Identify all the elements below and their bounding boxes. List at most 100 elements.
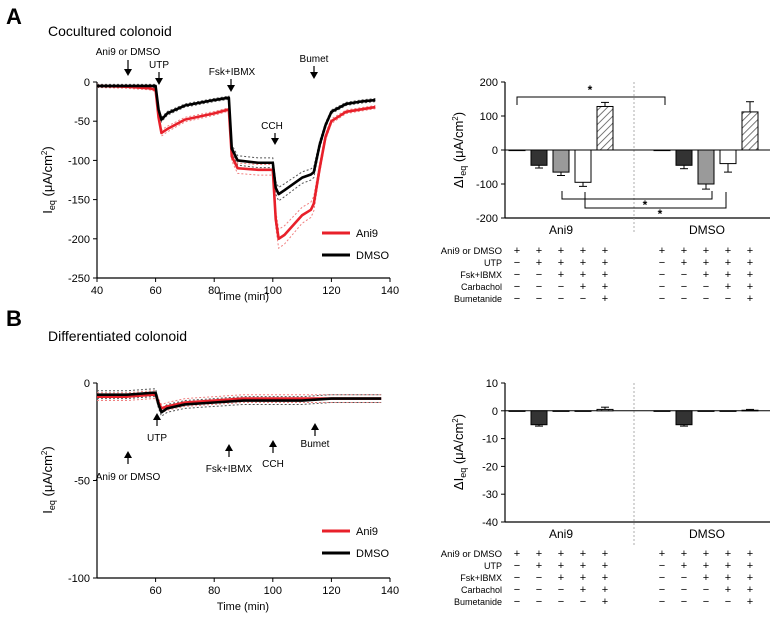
y-tick-label: 0 bbox=[492, 406, 498, 418]
table-cell-sign: + bbox=[514, 245, 520, 257]
bar-ani9-3 bbox=[574, 149, 592, 183]
arrow-up-icon bbox=[153, 413, 161, 420]
x-tick-label: 80 bbox=[208, 585, 220, 597]
series-line-dmso bbox=[97, 391, 382, 414]
bar-dmso-4 bbox=[741, 111, 759, 151]
group-label-ani9: Ani9 bbox=[549, 527, 573, 541]
table-cell-sign: + bbox=[536, 560, 542, 572]
table-cell-sign: + bbox=[703, 245, 709, 257]
arrow-down-icon bbox=[227, 85, 235, 92]
table-cell-sign: − bbox=[536, 584, 542, 596]
table-cell-sign: + bbox=[602, 596, 608, 608]
significance-bracket bbox=[516, 96, 666, 105]
y-tick-label: -150 bbox=[68, 195, 90, 207]
y-tick-label: 0 bbox=[84, 77, 90, 89]
bar-ani9-1 bbox=[530, 410, 548, 426]
legend-label-dmso: DMSO bbox=[356, 548, 389, 560]
table-cell-sign: − bbox=[703, 281, 709, 293]
table-cell-sign: − bbox=[536, 269, 542, 281]
table-cell-sign: + bbox=[659, 548, 665, 560]
table-cell-sign: − bbox=[514, 584, 520, 596]
bar-ani9-3 bbox=[574, 410, 592, 412]
table-row-label: Fsk+IBMX bbox=[460, 270, 502, 280]
table-cell-sign: − bbox=[580, 596, 586, 608]
table-cell-sign: − bbox=[536, 572, 542, 584]
table-cell-sign: + bbox=[747, 245, 753, 257]
table-cell-sign: − bbox=[536, 281, 542, 293]
table-cell-sign: − bbox=[514, 269, 520, 281]
table-cell-sign: − bbox=[536, 596, 542, 608]
table-cell-sign: + bbox=[558, 560, 564, 572]
bar-dmso-2 bbox=[697, 149, 715, 185]
table-cell-sign: − bbox=[725, 293, 731, 305]
y-tick-label: -200 bbox=[476, 213, 498, 225]
bar-ani9-0 bbox=[508, 410, 526, 412]
table-cell-sign: + bbox=[558, 548, 564, 560]
bar-ani9-0 bbox=[508, 149, 526, 152]
table-cell-sign: + bbox=[747, 560, 753, 572]
significance-bracket bbox=[584, 192, 727, 209]
table-cell-sign: − bbox=[514, 257, 520, 269]
table-cell-sign: + bbox=[514, 548, 520, 560]
arrow-up-icon bbox=[124, 451, 132, 458]
y-tick-label: 200 bbox=[480, 77, 498, 89]
table-row-label: UTP bbox=[484, 561, 502, 571]
annotation-utp: UTP bbox=[147, 433, 167, 444]
arrow-up-icon bbox=[311, 423, 319, 430]
x-tick-label: 60 bbox=[149, 285, 161, 297]
table-cell-sign: − bbox=[558, 293, 564, 305]
annotation-bumet: Bumet bbox=[300, 54, 329, 65]
table-cell-sign: + bbox=[747, 572, 753, 584]
table-cell-sign: − bbox=[514, 560, 520, 572]
bar-chart-b: 10 0 -10 -20 -30 -40 ΔIeq (μA/cm2) Ani9 DMSO bbox=[451, 378, 770, 546]
table-cell-sign: + bbox=[703, 269, 709, 281]
x-tick-label: 80 bbox=[208, 285, 220, 297]
y-tick-label: 0 bbox=[492, 145, 498, 157]
sem-band-dmso bbox=[97, 396, 382, 417]
table-cell-sign: − bbox=[725, 596, 731, 608]
table-cell-sign: + bbox=[602, 281, 608, 293]
sem-band-dmso bbox=[97, 83, 376, 189]
table-cell-sign: + bbox=[681, 257, 687, 269]
table-cell-sign: + bbox=[747, 281, 753, 293]
sem-band-dmso bbox=[97, 86, 376, 202]
arrow-down-icon bbox=[310, 72, 318, 79]
arrow-down-icon bbox=[155, 78, 163, 85]
table-cell-sign: − bbox=[536, 293, 542, 305]
group-label-dmso: DMSO bbox=[689, 223, 725, 237]
table-cell-sign: + bbox=[580, 281, 586, 293]
table-row-label: Ani9 or DMSO bbox=[441, 246, 502, 257]
bar-ani9-2 bbox=[552, 149, 570, 173]
series-line-ani9 bbox=[96, 84, 376, 241]
arrow-up-icon bbox=[269, 440, 277, 447]
y-tick-label: -20 bbox=[482, 461, 498, 473]
y-tick-label: -50 bbox=[74, 476, 90, 488]
table-cell-sign: − bbox=[659, 293, 665, 305]
table-cell-sign: + bbox=[747, 257, 753, 269]
table-cell-sign: − bbox=[514, 572, 520, 584]
table-cell-sign: + bbox=[558, 572, 564, 584]
table-cell-sign: − bbox=[659, 584, 665, 596]
table-cell-sign: + bbox=[580, 560, 586, 572]
annotation-fsk-ibmx: Fsk+IBMX bbox=[209, 67, 256, 78]
table-cell-sign: + bbox=[747, 293, 753, 305]
table-cell-sign: + bbox=[602, 293, 608, 305]
y-tick-label: -10 bbox=[482, 434, 498, 446]
bar-dmso-1 bbox=[675, 149, 693, 166]
table-cell-sign: − bbox=[514, 596, 520, 608]
table-cell-sign: + bbox=[536, 257, 542, 269]
series-line-dmso bbox=[97, 84, 376, 196]
group-label-ani9: Ani9 bbox=[549, 223, 573, 237]
table-cell-sign: + bbox=[580, 245, 586, 257]
table-cell-sign: − bbox=[580, 293, 586, 305]
table-cell-sign: + bbox=[725, 269, 731, 281]
table-cell-sign: + bbox=[558, 245, 564, 257]
table-cell-sign: − bbox=[558, 584, 564, 596]
y-tick-label: 10 bbox=[486, 378, 498, 390]
sem-band-ani9 bbox=[97, 390, 382, 406]
table-row-label: Carbachol bbox=[461, 282, 502, 292]
table-cell-sign: + bbox=[602, 560, 608, 572]
panel-b-title: Differentiated colonoid bbox=[48, 328, 187, 344]
table-cell-sign: + bbox=[580, 548, 586, 560]
